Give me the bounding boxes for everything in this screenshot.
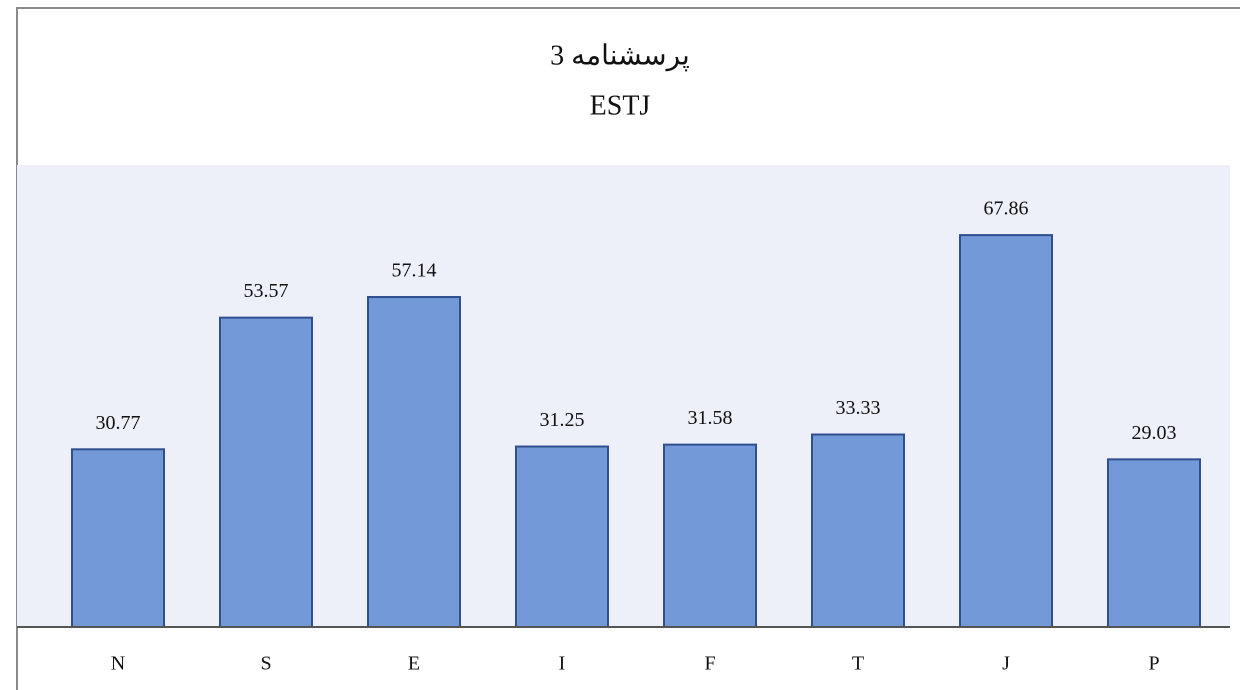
- data-label: 30.77: [96, 412, 141, 434]
- data-label: 57.14: [392, 260, 437, 282]
- chart-subtitle: ESTJ: [590, 90, 651, 121]
- bar: [219, 316, 313, 628]
- x-tick-label: N: [111, 653, 125, 675]
- data-label: 67.86: [984, 198, 1029, 220]
- bar: [71, 448, 165, 628]
- x-tick-label: T: [852, 653, 864, 675]
- bar: [811, 433, 905, 628]
- x-tick-label: P: [1148, 653, 1159, 675]
- data-label: 33.33: [836, 397, 881, 419]
- bar: [367, 296, 461, 628]
- bar: [515, 445, 609, 628]
- bar: [1107, 458, 1201, 628]
- x-tick-label: F: [704, 653, 715, 675]
- x-tick-label: I: [559, 653, 566, 675]
- x-tick-label: E: [408, 653, 420, 675]
- bar: [959, 234, 1053, 629]
- x-tick-label: J: [1002, 653, 1010, 675]
- data-label: 31.58: [688, 407, 733, 429]
- data-label: 29.03: [1132, 422, 1177, 444]
- data-label: 31.25: [540, 409, 585, 431]
- bar: [663, 443, 757, 628]
- data-label: 53.57: [244, 280, 289, 302]
- chart-title: پرسشنامه 3: [550, 40, 690, 71]
- x-tick-label: S: [260, 653, 271, 675]
